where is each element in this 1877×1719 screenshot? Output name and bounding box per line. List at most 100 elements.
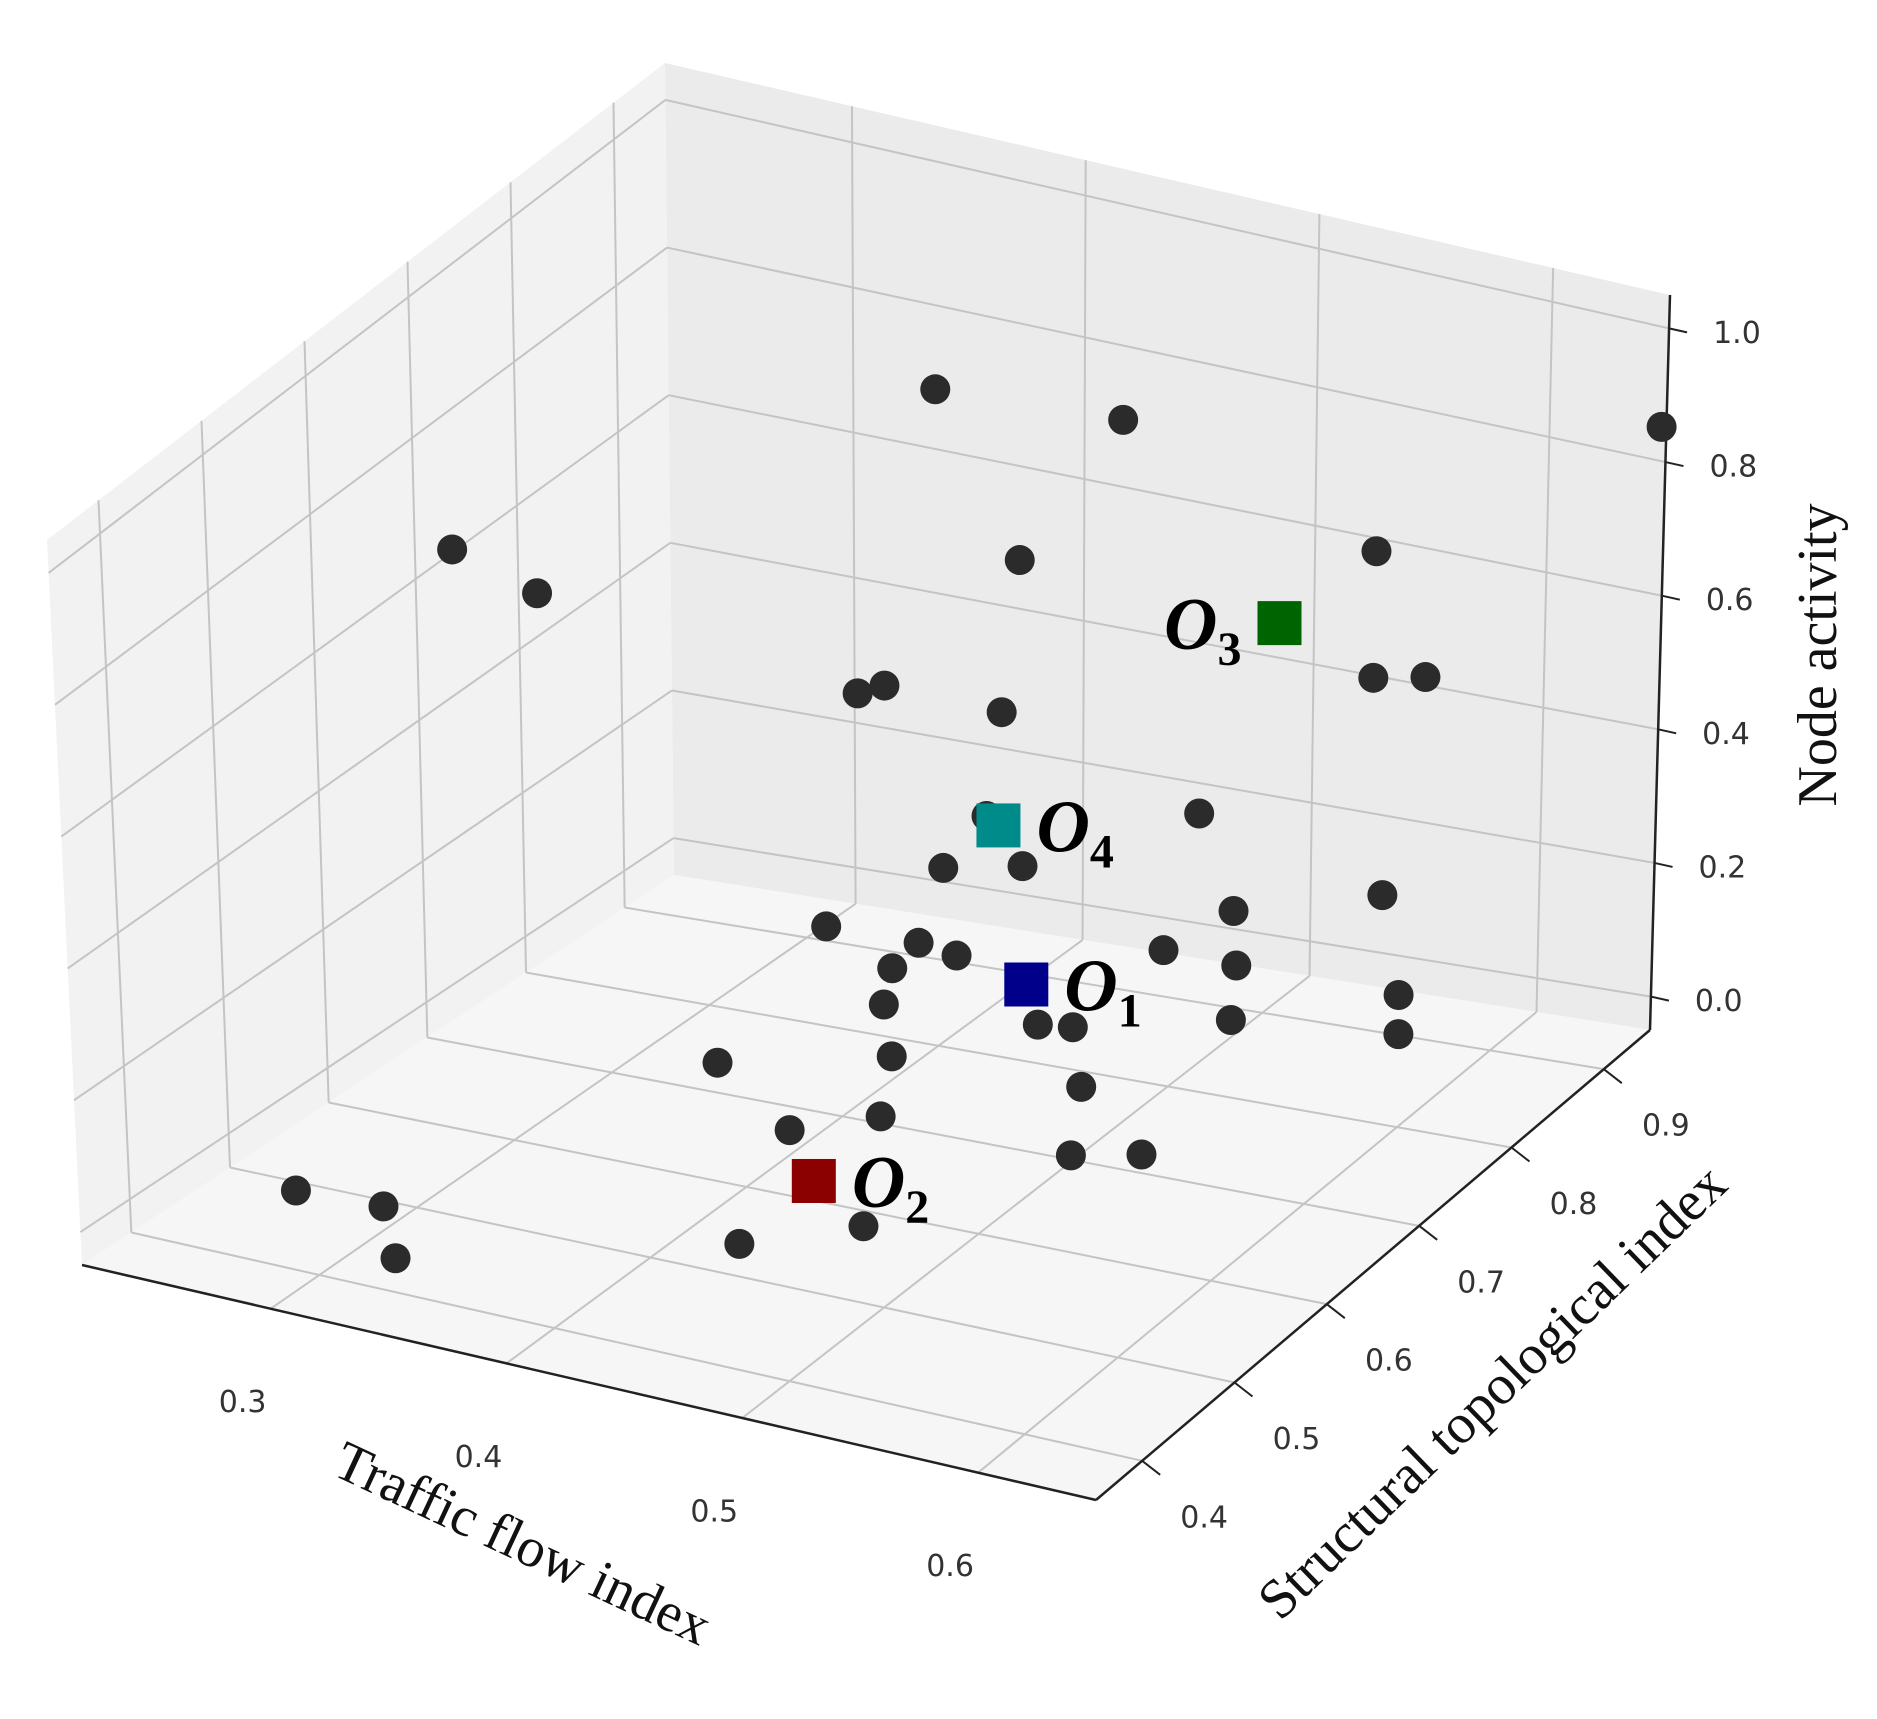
z-tick-label: 0.8 — [1709, 450, 1757, 485]
z-tick-mark — [1661, 594, 1681, 601]
x-gridline-floor — [741, 975, 1311, 1419]
y-tick-label: 0.9 — [1642, 1109, 1690, 1144]
data-point — [1108, 404, 1139, 435]
x-tick-label: 0.6 — [926, 1549, 974, 1584]
data-point — [869, 670, 900, 701]
y-gridline-left — [97, 500, 133, 1233]
data-point — [848, 1211, 879, 1242]
data-point — [724, 1228, 755, 1259]
data-point — [1055, 1140, 1086, 1171]
z-gridline-left — [47, 99, 667, 574]
z-gridline-back — [665, 98, 1670, 330]
z-tick-mark — [1665, 461, 1684, 468]
x-tick-mark — [977, 1471, 1001, 1479]
z-axis-label: Node activity — [1787, 503, 1849, 806]
marker-o2 — [791, 1158, 836, 1203]
y-tick-mark — [1141, 1460, 1161, 1476]
z-tick-mark — [1654, 861, 1673, 868]
data-point — [522, 578, 553, 609]
x-tick-label: 0.3 — [219, 1385, 267, 1420]
z-tick-mark — [1657, 728, 1677, 735]
data-point — [1646, 411, 1677, 442]
y-tick-mark — [1233, 1381, 1254, 1398]
x-tick-label: 0.5 — [690, 1495, 738, 1530]
highlight-markers: O1 O2 O3 O4 — [791, 584, 1302, 1234]
left-pane — [47, 63, 674, 1265]
x-gridline-back — [1081, 160, 1087, 940]
y-tick-mark — [1326, 1303, 1346, 1319]
z-gridline-left — [73, 689, 673, 1102]
z-gridline-back — [666, 246, 1666, 464]
x-gridline-back — [1535, 268, 1555, 1012]
y-tick-mark — [1603, 1068, 1623, 1084]
z-gridline-back — [668, 394, 1663, 597]
data-point — [928, 852, 959, 883]
data-point — [876, 1041, 907, 1072]
data-point — [1383, 980, 1414, 1011]
data-point — [811, 911, 842, 942]
data-point — [1383, 1019, 1414, 1050]
x-gridline-floor — [270, 903, 857, 1310]
data-point — [1126, 1139, 1157, 1170]
data-point — [1358, 662, 1389, 693]
y-gridline-floor — [328, 1101, 1328, 1306]
x-gridline-floor — [977, 1011, 1538, 1474]
floor-pane — [82, 875, 1650, 1500]
data-point — [280, 1175, 311, 1206]
marker-label-o4: O4 — [1036, 786, 1113, 878]
data-point — [1215, 1004, 1246, 1035]
marker-label-o2: O2 — [852, 1142, 929, 1234]
marker-label-o3: O3 — [1164, 584, 1241, 676]
data-point — [1057, 1012, 1088, 1043]
x-axis-label: Traffic flow index — [325, 1429, 721, 1657]
x-tick-mark — [506, 1362, 529, 1370]
z-tick-mark — [1668, 327, 1688, 334]
grid-lines — [47, 98, 1670, 1474]
z-gridline-left — [60, 394, 670, 838]
y-tick-label: 0.8 — [1550, 1187, 1598, 1222]
z-tick-label: 0.4 — [1702, 717, 1750, 752]
data-point — [865, 1101, 896, 1132]
y-axis-line — [1095, 1029, 1651, 1501]
z-gridline-back — [670, 541, 1659, 731]
x-gridline-back — [1308, 214, 1321, 976]
data-point — [1218, 895, 1249, 926]
z-gridline-back — [671, 689, 1655, 864]
data-point — [1066, 1071, 1097, 1102]
x-tick-mark — [270, 1307, 293, 1315]
data-point — [1022, 1009, 1053, 1040]
y-tick-label: 0.5 — [1273, 1422, 1321, 1457]
z-tick-label: 1.0 — [1713, 316, 1761, 351]
y-tick-mark — [1510, 1146, 1531, 1163]
x-axis-line — [81, 1263, 1097, 1502]
data-point — [941, 940, 972, 971]
back-pane — [665, 63, 1670, 1030]
y-gridline-left — [200, 420, 231, 1168]
y-gridline-floor — [131, 1231, 1143, 1462]
marker-o1 — [1004, 962, 1049, 1007]
y-gridline-left — [612, 102, 626, 908]
z-gridline-left — [54, 246, 668, 706]
y-gridline-left — [303, 341, 330, 1103]
data-point — [1361, 536, 1392, 567]
y-gridline-left — [406, 261, 429, 1038]
z-tick-label: 0.6 — [1706, 583, 1754, 618]
data-point — [702, 1047, 733, 1078]
x-gridline-floor — [505, 939, 1084, 1365]
data-point — [368, 1191, 399, 1222]
z-gridline-back — [673, 837, 1652, 998]
y-gridline-floor — [427, 1036, 1420, 1227]
data-points — [280, 374, 1677, 1274]
data-point — [903, 927, 934, 958]
data-point — [920, 374, 951, 405]
marker-o3 — [1257, 601, 1302, 646]
y-tick-label: 0.4 — [1180, 1500, 1228, 1535]
z-gridline-left — [79, 837, 675, 1233]
data-point — [842, 678, 873, 709]
data-point — [774, 1115, 805, 1146]
y-gridline-left — [509, 182, 527, 973]
data-point — [986, 697, 1017, 728]
data-point — [1004, 545, 1035, 576]
data-point — [877, 953, 908, 984]
